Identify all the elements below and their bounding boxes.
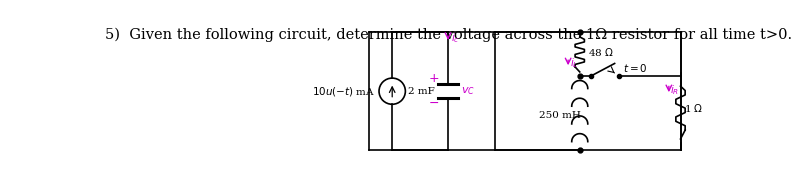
Text: $10u(-t)$ mA: $10u(-t)$ mA [312,85,375,98]
Text: $i_L$: $i_L$ [569,56,578,70]
Text: 48 $\Omega$: 48 $\Omega$ [588,46,614,58]
Text: $i_R$: $i_R$ [670,83,680,97]
Text: $-$: $-$ [429,96,440,109]
Text: $i_c$: $i_c$ [451,31,460,45]
Text: 5)  Given the following circuit, determine the voltage across the 1Ω resistor fo: 5) Given the following circuit, determin… [106,27,792,42]
Text: 250 mH: 250 mH [539,111,581,120]
Text: 1 $\Omega$: 1 $\Omega$ [684,102,703,114]
Text: +: + [429,72,439,85]
Text: $v_C$: $v_C$ [461,85,475,97]
Text: 2 mF: 2 mF [408,87,435,96]
Text: $t=0$: $t=0$ [623,62,648,74]
